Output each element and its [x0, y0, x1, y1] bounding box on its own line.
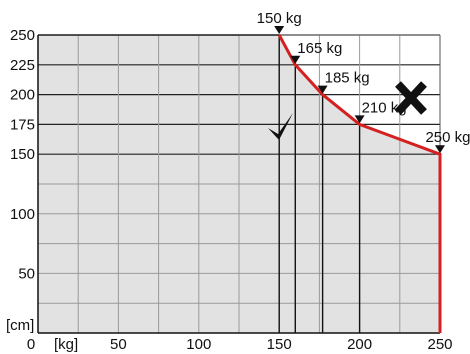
y-tick-label: 250 [10, 27, 35, 44]
y-tick-label: 225 [10, 57, 35, 74]
y-tick-label: 200 [10, 87, 35, 104]
limit-line [277, 34, 442, 333]
y-tick-label: 175 [10, 116, 35, 133]
cross-mark-icon [395, 81, 427, 115]
x-tick-label: 200 [347, 336, 372, 353]
point-label: 210 kg [362, 99, 407, 116]
point-marker [354, 115, 365, 124]
x-tick-labels: 0 50 100 150 200 250 [27, 336, 453, 353]
point-label: 185 kg [325, 70, 370, 87]
x-axis-unit-label: [kg] [54, 336, 78, 353]
x-tick-label: 0 [27, 336, 35, 353]
y-tick-label: 150 [10, 146, 35, 163]
point-label: 250 kg [425, 129, 470, 146]
point-label: 150 kg [257, 10, 302, 27]
x-tick-label: 250 [427, 336, 452, 353]
drop-lines [278, 35, 361, 333]
point-label: 165 kg [297, 40, 342, 57]
y-axis-unit-label: [cm] [6, 317, 34, 334]
x-tick-label: 100 [186, 336, 211, 353]
point-labels: 150 kg 165 kg 185 kg 210 kg 250 kg [257, 10, 470, 146]
x-tick-label: 50 [110, 336, 127, 353]
y-tick-label: 50 [18, 265, 35, 282]
point-markers [274, 26, 445, 154]
point-marker [317, 85, 328, 94]
x-tick-label: 150 [267, 336, 292, 353]
point-marker [274, 26, 285, 34]
point-marker [290, 55, 301, 64]
y-tick-labels: 50 100 150 175 200 225 250 [10, 27, 35, 282]
point-marker [435, 145, 445, 154]
check-mark-icon [268, 113, 293, 140]
axes [37, 34, 441, 334]
y-tick-label: 100 [10, 206, 35, 223]
